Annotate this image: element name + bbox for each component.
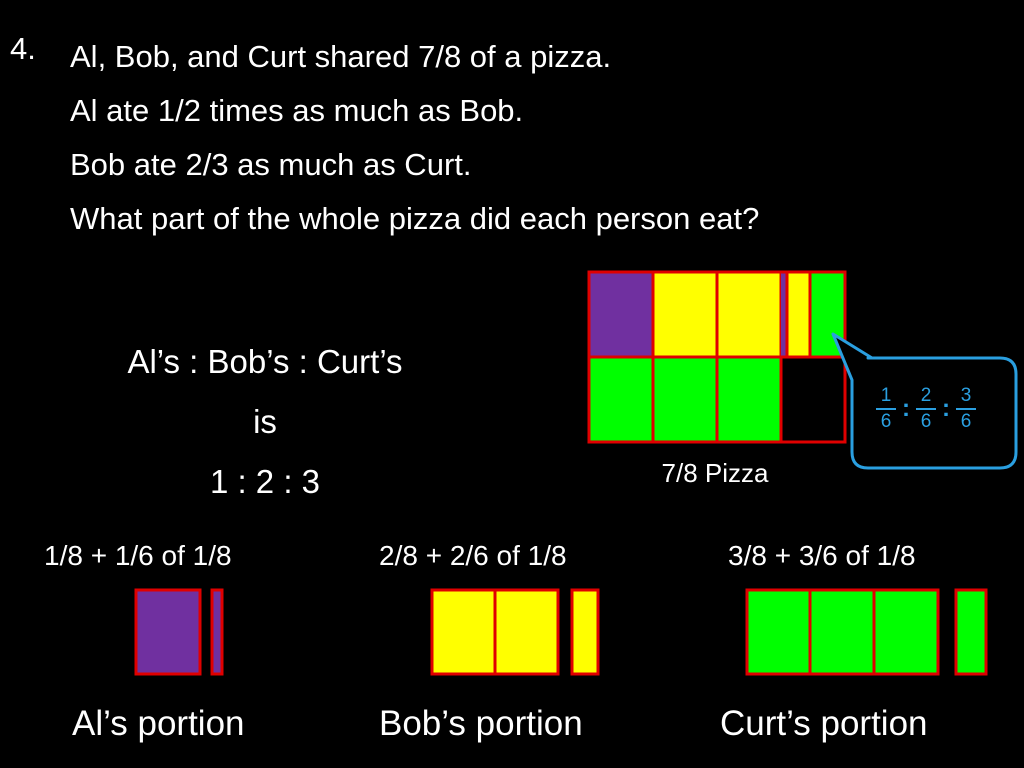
fraction-denominator: 6 (920, 411, 932, 432)
curt-expression: 3/8 + 3/6 of 1/8 (728, 540, 916, 571)
problem-number: 4. (10, 31, 36, 66)
ratio-separator: : (902, 395, 910, 422)
callout-fraction-2: 2 6 (916, 386, 936, 432)
ratio-line-2: is (253, 403, 277, 440)
pizza-cell-bob-1 (651, 270, 719, 359)
al-expression: 1/8 + 1/6 of 1/8 (44, 540, 232, 571)
pizza-cell-al (587, 270, 655, 359)
problem-line-1: Al, Bob, and Curt shared 7/8 of a pizza. (70, 39, 612, 74)
curt-portion-eighth-2 (808, 588, 876, 676)
bob-portion-label: Bob’s portion (379, 704, 583, 743)
ratio-separator: : (942, 395, 950, 422)
bob-portion-bars (430, 588, 600, 676)
bob-expression: 2/8 + 2/6 of 1/8 (379, 540, 567, 571)
pizza-cell-curt-1 (587, 355, 655, 444)
curt-portion-sliver (954, 588, 988, 676)
problem-line-3: Bob ate 2/3 as much as Curt. (70, 147, 472, 182)
bob-portion-sliver (570, 588, 600, 676)
problem-line-2: Al ate 1/2 times as much as Bob. (70, 93, 524, 128)
fraction-numerator: 3 (960, 385, 972, 406)
fraction-bar (876, 408, 896, 410)
pizza-label: 7/8 Pizza (661, 458, 769, 488)
al-portion-bars (134, 588, 224, 676)
pizza-cell-bob-2 (715, 270, 783, 359)
pizza-grid (587, 270, 847, 444)
al-portion-sliver (210, 588, 224, 676)
curt-portion-eighth-3 (872, 588, 940, 676)
pizza-sliver-curt (808, 270, 847, 359)
bob-portion-eighth-2 (493, 588, 560, 676)
curt-portion-label: Curt’s portion (720, 704, 928, 743)
fraction-denominator: 6 (960, 411, 972, 432)
callout-ratio: 1 6 : 2 6 : 3 6 (876, 386, 976, 432)
pizza-cell-empty (779, 355, 847, 444)
problem-line-4: What part of the whole pizza did each pe… (70, 201, 760, 236)
fraction-numerator: 1 (880, 385, 892, 406)
curt-portion-eighth-1 (745, 588, 812, 676)
callout-fraction-3: 3 6 (956, 386, 976, 432)
curt-portion-bars (745, 588, 988, 676)
fraction-denominator: 6 (880, 411, 892, 432)
bob-portion-eighth-1 (430, 588, 497, 676)
pizza-cell-curt-2 (651, 355, 719, 444)
fraction-numerator: 2 (920, 385, 932, 406)
callout-fraction-1: 1 6 (876, 386, 896, 432)
al-portion-eighth (134, 588, 202, 676)
problem-text: Al, Bob, and Curt shared 7/8 of a pizza.… (70, 30, 759, 246)
ratio-line-3: 1 : 2 : 3 (209, 463, 321, 500)
al-portion-label: Al’s portion (72, 704, 245, 743)
fraction-bar (956, 408, 976, 410)
ratio-line-1: Al’s : Bob’s : Curt’s (127, 343, 403, 380)
pizza-sliver-al (781, 272, 787, 357)
ratio-statement: Al’s : Bob’s : Curt’s is 1 : 2 : 3 (80, 332, 450, 512)
callout-bubble (831, 332, 1018, 470)
pizza-cell-curt-3 (715, 355, 783, 444)
fraction-bar (916, 408, 936, 410)
pizza-sliver-bob (785, 270, 812, 359)
